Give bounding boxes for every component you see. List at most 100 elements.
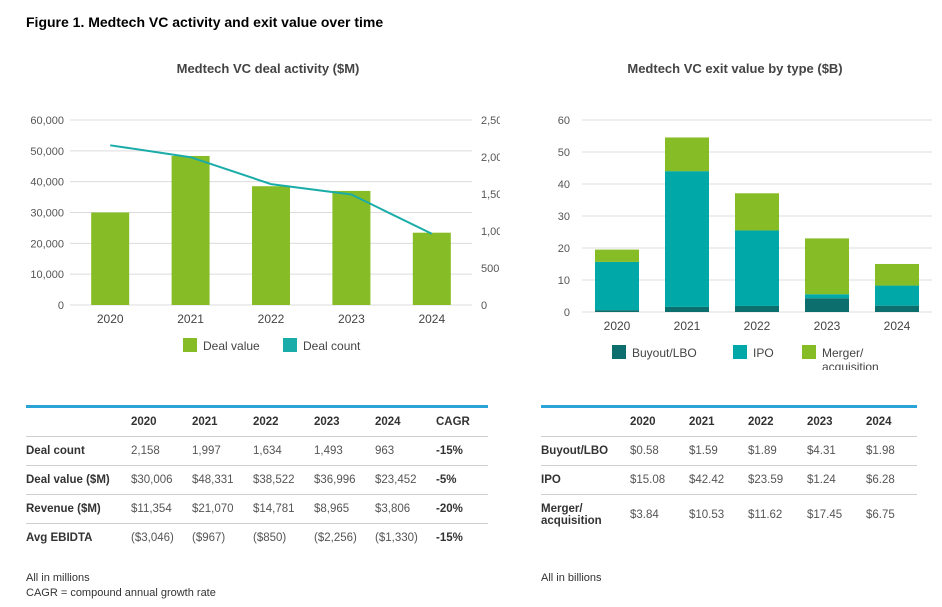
value-cell: $30,006 bbox=[131, 465, 192, 495]
value-cell: 1,997 bbox=[192, 436, 253, 466]
merger-segment bbox=[875, 263, 919, 286]
merger-segment bbox=[735, 193, 779, 231]
row-label: Deal count bbox=[26, 436, 131, 466]
column-header: 2022 bbox=[253, 416, 279, 428]
ipo-segment bbox=[875, 285, 919, 306]
table-row: IPO $15.08 $42.42 $23.59 $1.24 $6.28 bbox=[541, 465, 917, 495]
value-cell: 1,493 bbox=[314, 436, 375, 466]
left-table-rule bbox=[26, 405, 488, 408]
value-cell: $6.75 bbox=[866, 494, 917, 535]
buyout-segment bbox=[735, 305, 779, 312]
x-tick-label: 2021 bbox=[674, 319, 701, 333]
deal-value-bar bbox=[171, 155, 210, 305]
legend-swatch-deal-count bbox=[283, 338, 297, 352]
row-label: Merger/acquisition bbox=[541, 494, 630, 535]
column-header: 2021 bbox=[689, 416, 715, 428]
x-tick-label: 2022 bbox=[258, 312, 285, 326]
value-cell: $23,452 bbox=[375, 465, 436, 495]
buyout-segment bbox=[805, 298, 849, 312]
legend-swatch-deal-value bbox=[183, 338, 197, 352]
value-cell: $11.62 bbox=[748, 494, 807, 535]
y-right-tick-label: 2,500 bbox=[481, 115, 500, 127]
y-left-tick-label: 0 bbox=[58, 300, 64, 312]
cagr-cell: -15% bbox=[436, 523, 488, 552]
value-cell: $1.59 bbox=[689, 436, 748, 466]
value-cell: $21,070 bbox=[192, 494, 253, 524]
column-header: 2023 bbox=[314, 416, 340, 428]
right-table-notes: All in billions bbox=[541, 571, 602, 586]
value-cell: ($850) bbox=[253, 523, 314, 552]
value-cell: $14,781 bbox=[253, 494, 314, 524]
legend-label-deal-count: Deal count bbox=[303, 339, 361, 353]
y-right-tick-label: 0 bbox=[481, 300, 487, 312]
ipo-segment bbox=[735, 230, 779, 306]
y-tick-label: 50 bbox=[558, 147, 570, 159]
buyout-segment bbox=[665, 306, 709, 312]
y-tick-label: 10 bbox=[558, 275, 570, 287]
value-cell: 963 bbox=[375, 436, 436, 466]
value-cell: $10.53 bbox=[689, 494, 748, 535]
y-left-tick-label: 40,000 bbox=[30, 177, 64, 189]
merger-segment bbox=[665, 137, 709, 172]
note-line: All in billions bbox=[541, 572, 602, 584]
legend-label-merger: Merger/ bbox=[822, 346, 864, 360]
row-label: Avg EBIDTA bbox=[26, 523, 131, 552]
y-left-tick-label: 20,000 bbox=[30, 238, 64, 250]
legend-label-ipo: IPO bbox=[753, 346, 774, 360]
value-cell: $1.98 bbox=[866, 436, 917, 466]
y-tick-label: 20 bbox=[558, 243, 570, 255]
merger-segment bbox=[595, 249, 639, 262]
cagr-cell: -15% bbox=[436, 436, 488, 466]
value-cell: ($3,046) bbox=[131, 523, 192, 552]
value-cell: $17.45 bbox=[807, 494, 866, 535]
value-cell: $23.59 bbox=[748, 465, 807, 495]
table-corner bbox=[26, 408, 131, 437]
right-table-rule bbox=[541, 405, 917, 408]
value-cell: $4.31 bbox=[807, 436, 866, 466]
deal-count-line bbox=[110, 144, 433, 235]
buyout-segment bbox=[875, 305, 919, 312]
left-table-notes: All in millions CAGR = compound annual gr… bbox=[26, 571, 216, 601]
deal-activity-chart: Medtech VC deal activity ($M) 0 10,000 20,0… bbox=[30, 61, 500, 353]
right-chart-title: Medtech VC exit value by type ($B) bbox=[627, 61, 842, 76]
y-tick-label: 40 bbox=[558, 179, 570, 191]
value-cell: $8,965 bbox=[314, 494, 375, 524]
y-right-tick-label: 1,500 bbox=[481, 189, 500, 201]
column-header: 2024 bbox=[375, 416, 401, 428]
x-tick-label: 2020 bbox=[604, 319, 631, 333]
table-corner bbox=[541, 408, 630, 437]
value-cell: $15.08 bbox=[630, 465, 689, 495]
value-cell: $42.42 bbox=[689, 465, 748, 495]
x-tick-label: 2022 bbox=[744, 319, 771, 333]
x-tick-label: 2023 bbox=[338, 312, 365, 326]
note-line: CAGR = compound annual growth rate bbox=[26, 587, 216, 599]
value-cell: $38,522 bbox=[253, 465, 314, 495]
deal-value-bar bbox=[332, 190, 371, 305]
value-cell: $0.58 bbox=[630, 436, 689, 466]
column-header: 2021 bbox=[192, 416, 218, 428]
ipo-segment bbox=[805, 294, 849, 299]
cagr-cell: -20% bbox=[436, 494, 488, 524]
table-row: Revenue ($M) $11,354 $21,070 $14,781 $8,965 $… bbox=[26, 494, 488, 524]
row-label: Deal value ($M) bbox=[26, 465, 131, 495]
y-tick-label: 30 bbox=[558, 211, 570, 223]
x-tick-label: 2024 bbox=[884, 319, 911, 333]
value-cell: $6.28 bbox=[866, 465, 917, 495]
value-cell: 1,634 bbox=[253, 436, 314, 466]
exit-value-table: 2020 2021 2022 2023 2024 Buyout/LBO $0.58 $1.59… bbox=[541, 408, 917, 535]
value-cell: ($967) bbox=[192, 523, 253, 552]
note-line: All in millions bbox=[26, 572, 90, 584]
legend-swatch-buyout bbox=[612, 345, 626, 359]
table-row: Merger/acquisition $3.84 $10.53 $11.62 $17.4… bbox=[541, 494, 917, 535]
deal-activity-table: 2020 2021 2022 2023 2024 CAGR Deal count 2,158 1… bbox=[26, 408, 488, 552]
ipo-segment bbox=[595, 261, 639, 311]
y-left-tick-label: 50,000 bbox=[30, 146, 64, 158]
left-chart-title: Medtech VC deal activity ($M) bbox=[177, 61, 360, 76]
column-header: 2022 bbox=[748, 416, 774, 428]
value-cell: ($1,330) bbox=[375, 523, 436, 552]
value-cell: $3,806 bbox=[375, 494, 436, 524]
deal-value-bar bbox=[91, 212, 130, 305]
legend-swatch-merger bbox=[802, 345, 816, 359]
deal-value-bar bbox=[412, 232, 451, 305]
column-header: 2023 bbox=[807, 416, 833, 428]
